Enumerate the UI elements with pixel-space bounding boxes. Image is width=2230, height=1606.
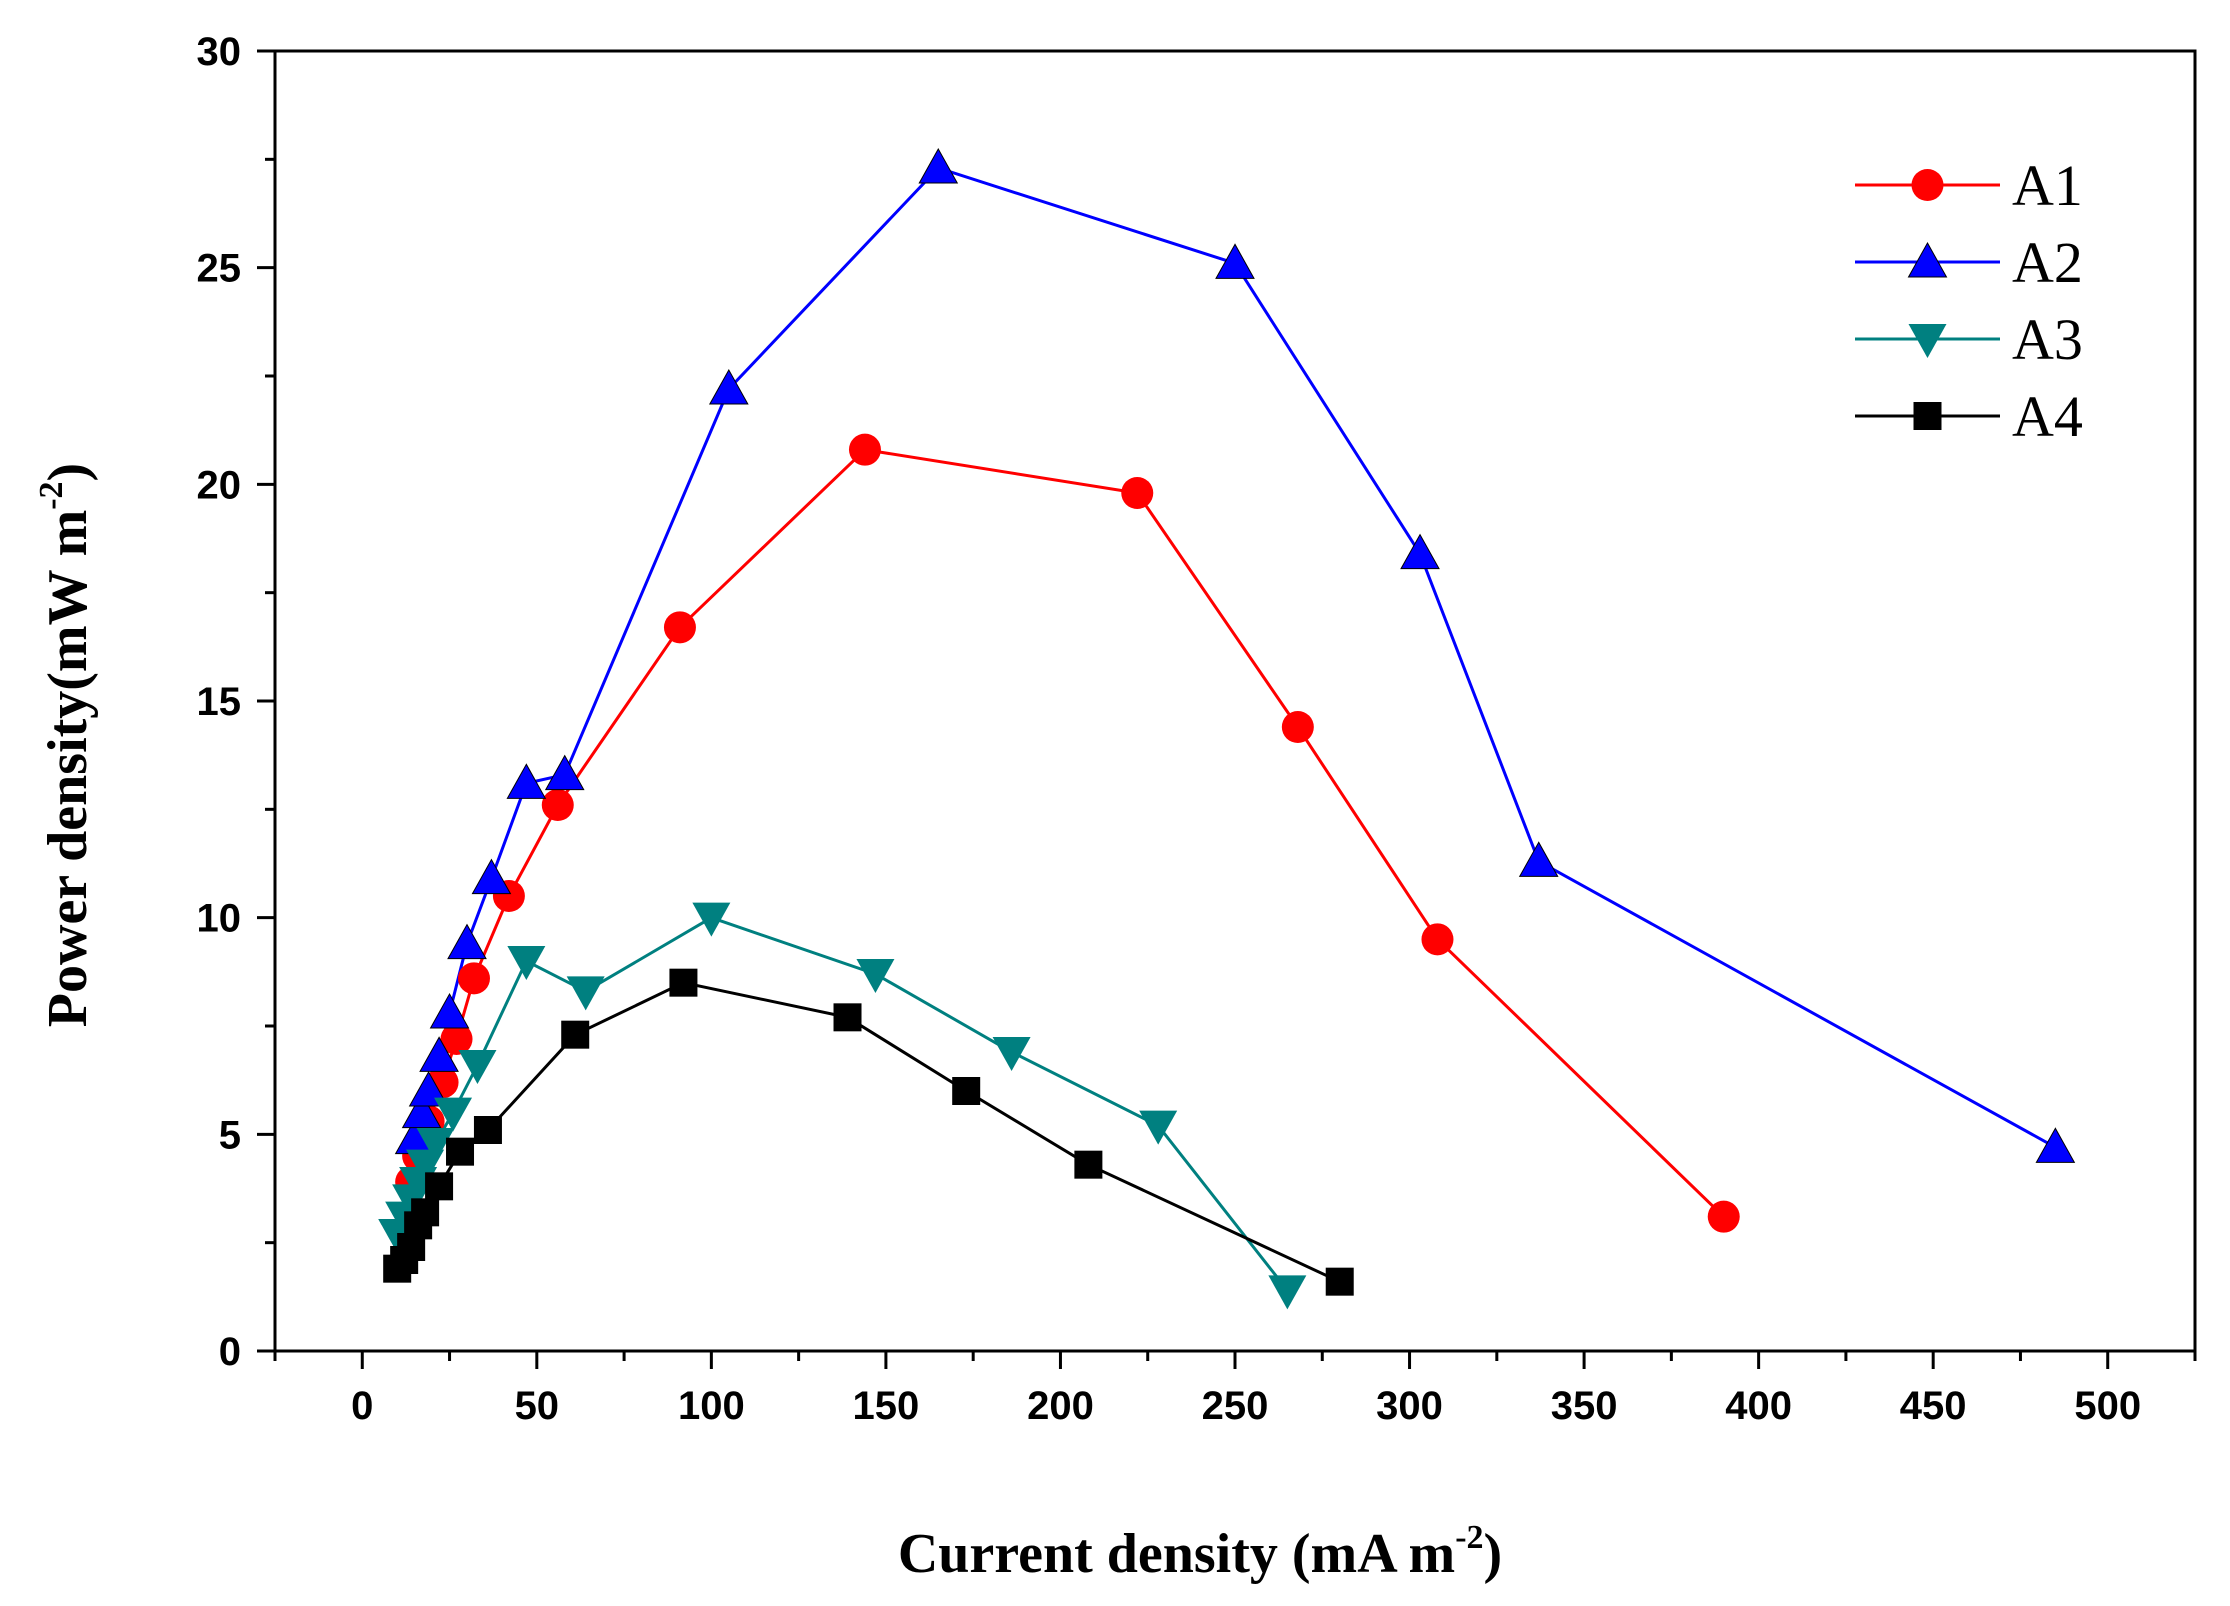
x-tick-label: 400 — [1725, 1384, 1792, 1428]
data-point-a1 — [663, 611, 696, 644]
x-tick-label: 500 — [2074, 1384, 2141, 1428]
data-point-a4 — [1325, 1267, 1354, 1296]
y-axis-title-end: ) — [37, 463, 99, 482]
y-tick-label: 15 — [197, 680, 242, 724]
legend-marker — [1911, 169, 1944, 201]
legend-marker — [1907, 241, 1948, 278]
x-tick-label: 50 — [515, 1384, 560, 1428]
legend-item-a4: A4 — [1855, 384, 2083, 449]
data-point-a4 — [425, 1172, 454, 1201]
legend-item-a3: A3 — [1855, 307, 2083, 372]
data-point-a2 — [918, 147, 959, 184]
x-tick-label: 150 — [853, 1384, 920, 1428]
data-point-a1 — [541, 789, 574, 821]
data-point-a2 — [447, 923, 487, 960]
x-axis-title: Current density (mA m-2) — [898, 1519, 1502, 1585]
data-point-a1 — [1121, 477, 1154, 509]
data-point-a1 — [440, 1023, 473, 1055]
data-point-a2 — [401, 1092, 442, 1129]
y-tick-label: 30 — [197, 30, 242, 74]
y-tick-label: 0 — [219, 1330, 241, 1374]
data-point-a4 — [446, 1137, 475, 1166]
data-point-a3 — [1268, 1275, 1307, 1310]
data-point-a3 — [566, 976, 605, 1011]
x-tick-label: 250 — [1202, 1384, 1269, 1428]
data-point-a4 — [833, 1003, 862, 1032]
axis-ticks: 0 50 100 150 200 250 300 350 400 450 500 0 5 10 15 20 25… — [197, 30, 2197, 1428]
data-point-a4 — [952, 1077, 981, 1105]
legend: A1 A2 A3 A4 — [1855, 153, 2083, 449]
x-tick-label: 100 — [678, 1384, 745, 1428]
data-point-a2 — [2035, 1127, 2076, 1163]
legend-item-a2: A2 — [1855, 230, 2083, 295]
legend-label: A4 — [2012, 384, 2083, 449]
data-point-a1 — [1421, 923, 1454, 956]
legend-label: A1 — [2012, 153, 2083, 218]
y-tick-label: 20 — [197, 463, 242, 507]
data-point-a3 — [416, 1128, 455, 1162]
y-axis-title: Power density(mW m-2) — [33, 463, 99, 1027]
data-point-a3 — [692, 902, 731, 937]
data-point-a2 — [708, 368, 749, 405]
series-markers — [378, 147, 2076, 1310]
data-point-a3 — [856, 959, 895, 993]
x-tick-label: 200 — [1027, 1384, 1094, 1428]
legend-item-a1: A1 — [1855, 153, 2083, 218]
data-point-a3 — [1139, 1110, 1178, 1145]
data-point-a4 — [669, 968, 698, 997]
legend-marker — [1908, 324, 1947, 358]
data-point-a2 — [429, 992, 470, 1029]
x-axis-title-end: ) — [1484, 1523, 1503, 1585]
data-point-a4 — [473, 1116, 502, 1144]
x-tick-label: 300 — [1376, 1384, 1443, 1428]
series-line-a4 — [396, 981, 1341, 1284]
data-point-a1 — [848, 433, 881, 466]
data-point-a1 — [457, 962, 490, 995]
data-point-a2 — [506, 763, 547, 799]
legend-marker — [1913, 402, 1942, 430]
data-point-a1 — [1707, 1200, 1740, 1233]
data-point-a4 — [411, 1198, 440, 1227]
x-tick-label: 350 — [1551, 1384, 1618, 1428]
series-line-a3 — [395, 916, 1289, 1292]
data-point-a2 — [408, 1070, 449, 1107]
data-point-a2 — [1518, 841, 1559, 877]
data-point-a4 — [561, 1020, 590, 1049]
data-point-a3 — [507, 946, 546, 980]
data-point-a2 — [1400, 533, 1440, 570]
x-tick-label: 450 — [1900, 1384, 1967, 1428]
y-axis-title-sup: -2 — [33, 481, 70, 509]
data-point-a2 — [419, 1036, 459, 1072]
series-lines — [395, 166, 2057, 1292]
data-point-a3 — [458, 1050, 497, 1084]
y-tick-label: 10 — [197, 897, 242, 941]
legend-label: A2 — [2012, 230, 2083, 295]
legend-label: A3 — [2012, 307, 2083, 372]
data-point-a3 — [992, 1037, 1031, 1071]
data-point-a1 — [1281, 711, 1314, 743]
data-point-a4 — [1074, 1150, 1103, 1179]
y-tick-label: 25 — [197, 247, 242, 291]
data-point-a2 — [544, 754, 585, 791]
data-point-a3 — [434, 1097, 473, 1132]
data-point-a2 — [1215, 243, 1255, 279]
x-axis-title-sup: -2 — [1455, 1519, 1483, 1556]
y-tick-label: 5 — [219, 1113, 241, 1157]
x-tick-label: 0 — [351, 1384, 373, 1428]
data-point-a2 — [471, 858, 512, 895]
